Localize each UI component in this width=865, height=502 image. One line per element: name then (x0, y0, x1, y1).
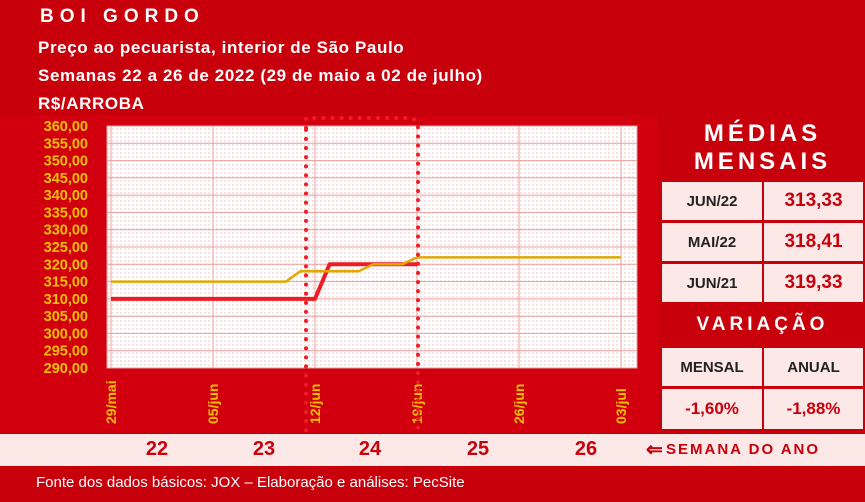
y-tick-label: 315,00 (44, 275, 88, 291)
unit-label: R$/ARROBA (38, 94, 145, 113)
medias-title-2: MENSAIS (693, 148, 832, 175)
medias-title-1: MÉDIAS (703, 120, 822, 147)
price-chart: 290,00 295,00 300,00 305,00 310,00 315,00 320,… (0, 116, 658, 432)
subtitle-region: Preço ao pecuarista, interior de São Pau… (38, 38, 405, 57)
month-value-1: 313,33 (764, 182, 863, 220)
y-tick-label: 330,00 (44, 223, 88, 239)
x-tick-label: 26/jun (511, 384, 527, 424)
month-label-3: JUN/21 (662, 264, 762, 302)
week-label-22: 22 (145, 438, 169, 460)
y-tick-label: 290,00 (44, 361, 88, 377)
week-of-year-bar: 22 23 24 25 26 ⇐ SEMANA DO ANO (0, 434, 865, 466)
variacao-header-anual: ANUAL (764, 348, 863, 386)
y-tick-label: 340,00 (44, 188, 88, 204)
y-tick-label: 325,00 (44, 240, 88, 256)
x-tick-label: 05/jun (205, 384, 221, 424)
y-tick-label: 320,00 (44, 257, 88, 273)
subtitle-period: Semanas 22 a 26 de 2022 (29 de maio a 02… (38, 66, 483, 85)
variacao-mensal-value: -1,60% (662, 389, 762, 429)
month-label-2: MAI/22 (662, 223, 762, 261)
y-tick-label: 300,00 (44, 326, 88, 342)
source-note: Fonte dos dados básicos: JOX – Elaboraçã… (36, 474, 465, 491)
y-tick-label: 350,00 (44, 154, 88, 170)
source-footer: Fonte dos dados básicos: JOX – Elaboraçã… (0, 468, 865, 502)
left-arrow-icon: ⇐ (646, 439, 663, 461)
week-label-26: 26 (574, 438, 598, 460)
week-label-24: 24 (358, 438, 382, 460)
y-tick-label: 345,00 (44, 171, 88, 187)
y-tick-label: 295,00 (44, 344, 88, 360)
variacao-title: VARIAÇÃO (696, 314, 829, 335)
month-label-1: JUN/22 (662, 182, 762, 220)
variacao-anual-value: -1,88% (764, 389, 863, 429)
y-tick-label: 360,00 (44, 119, 88, 135)
report-title: BOI GORDO (40, 6, 205, 27)
month-value-3: 319,33 (764, 264, 863, 302)
x-tick-label: 29/mai (103, 380, 119, 424)
y-tick-label: 310,00 (44, 292, 88, 308)
x-tick-label: 12/jun (307, 384, 323, 424)
x-tick-label: 03/jul (613, 388, 629, 424)
month-value-2: 318,41 (764, 223, 863, 261)
week-label-23: 23 (252, 438, 276, 460)
y-tick-label: 335,00 (44, 205, 88, 221)
variacao-header-mensal: MENSAL (662, 348, 762, 386)
week-caption: SEMANA DO ANO (666, 441, 821, 458)
y-tick-label: 355,00 (44, 136, 88, 152)
x-tick-label: 19/jun (409, 384, 425, 424)
stats-panel: MÉDIAS MENSAIS JUN/22 313,33 MAI/22 318,… (660, 116, 865, 432)
report-header: BOI GORDO Preço ao pecuarista, interior … (0, 0, 865, 116)
y-tick-label: 305,00 (44, 309, 88, 325)
week-label-25: 25 (466, 438, 490, 460)
